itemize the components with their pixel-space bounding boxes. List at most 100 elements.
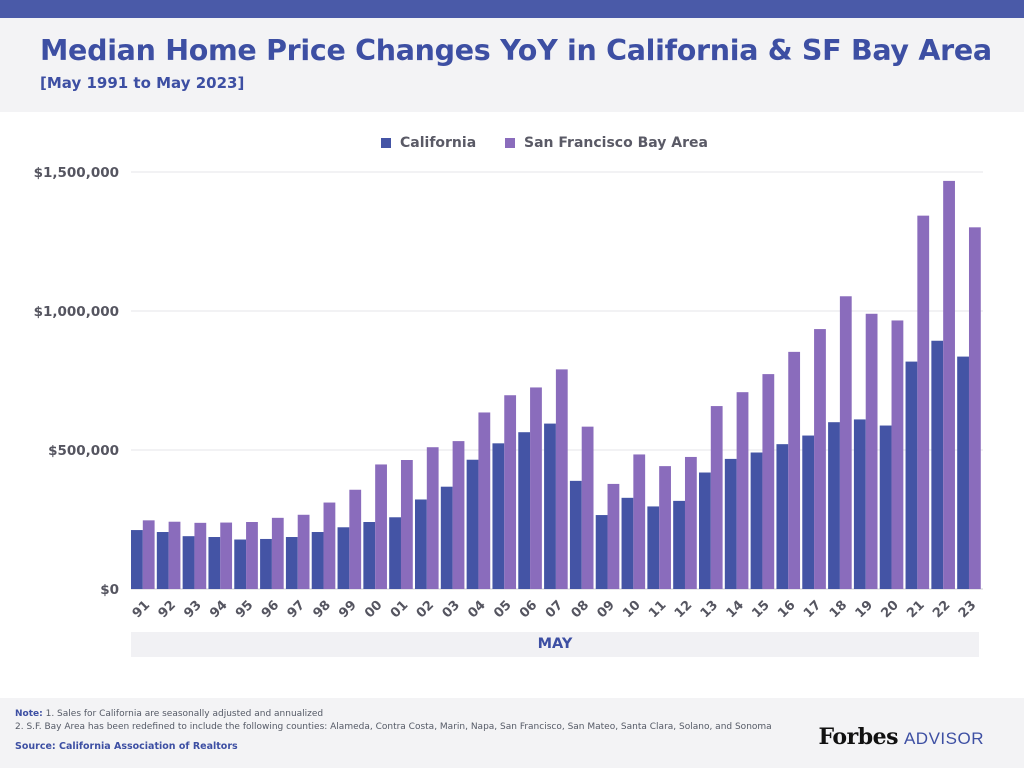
- note-2: 2. S.F. Bay Area has been redefined to i…: [15, 722, 772, 732]
- x-tick-label: 08: [569, 598, 592, 621]
- x-tick-label: 91: [130, 598, 153, 621]
- bar-california: [647, 506, 660, 589]
- x-tick-label: 06: [517, 598, 540, 621]
- brand-logo: Forbes ADVISOR: [819, 724, 984, 750]
- bar-bay-area: [968, 227, 981, 589]
- legend-label-bay-area: San Francisco Bay Area: [524, 135, 708, 151]
- brand-name: Forbes: [818, 724, 899, 750]
- note-label: Note:: [15, 709, 43, 719]
- x-tick-label: 15: [749, 598, 772, 621]
- chart-subtitle: [May 1991 to May 2023]: [40, 74, 245, 92]
- bar-bay-area: [736, 392, 749, 589]
- bar-california: [776, 444, 789, 589]
- bar-california: [595, 515, 608, 589]
- x-tick-label: 07: [543, 598, 566, 621]
- x-tick-label: 09: [594, 598, 617, 621]
- bar-bay-area: [375, 464, 387, 589]
- x-tick-label: 16: [775, 598, 798, 621]
- bar-bay-area: [891, 320, 904, 589]
- x-tick-label: 97: [285, 598, 308, 621]
- bar-bay-area: [555, 369, 568, 589]
- bar-bay-area: [246, 522, 258, 589]
- bar-california: [208, 537, 221, 589]
- bar-bay-area: [814, 329, 826, 589]
- bar-bay-area: [917, 215, 930, 589]
- bar-california: [466, 459, 479, 589]
- bar-bay-area: [297, 514, 310, 589]
- x-tick-label: 99: [336, 598, 359, 621]
- top-accent-bar: [0, 0, 1024, 18]
- bar-california: [131, 530, 143, 589]
- bar-california: [260, 538, 272, 589]
- chart-title: Median Home Price Changes YoY in Califor…: [40, 34, 992, 67]
- bar-bay-area: [581, 426, 594, 589]
- bar-california: [905, 361, 918, 589]
- x-tick-label: 95: [233, 598, 256, 621]
- legend-label-california: California: [400, 135, 477, 151]
- legend-item-bay-area: San Francisco Bay Area: [505, 135, 708, 151]
- bar-bay-area: [710, 406, 723, 589]
- bar-california: [285, 537, 298, 589]
- bar-california: [879, 425, 892, 589]
- bar-california: [182, 536, 195, 589]
- y-tick-label: $0: [100, 582, 119, 598]
- bar-bay-area: [684, 456, 697, 589]
- bar-california: [802, 435, 815, 589]
- bar-california: [363, 522, 376, 589]
- bar-california: [492, 443, 505, 589]
- bar-bay-area: [323, 502, 336, 589]
- x-tick-label: 21: [904, 598, 927, 621]
- footnote: Note: 1. Sales for California are season…: [15, 708, 772, 734]
- bar-california: [389, 517, 401, 589]
- bar-bay-area: [271, 517, 284, 589]
- bar-bay-area: [607, 483, 620, 589]
- bar-bay-area: [142, 520, 155, 589]
- x-tick-label: 96: [259, 598, 282, 621]
- bar-california: [957, 356, 969, 589]
- x-tick-label: 04: [465, 598, 488, 621]
- brand-sub: ADVISOR: [903, 729, 984, 748]
- bar-bay-area: [530, 387, 542, 589]
- x-tick-label: 12: [672, 598, 695, 621]
- x-tick-label: 22: [930, 598, 953, 621]
- x-tick-label: 05: [491, 598, 514, 621]
- note-1: 1. Sales for California are seasonally a…: [45, 709, 324, 719]
- bar-bay-area: [426, 447, 439, 589]
- bar-bay-area: [633, 454, 646, 589]
- bar-california: [337, 527, 350, 589]
- bar-california: [853, 419, 866, 589]
- bar-california: [311, 532, 324, 589]
- x-tick-label: 17: [801, 598, 824, 621]
- bar-bay-area: [943, 180, 955, 589]
- bar-bay-area: [504, 395, 517, 589]
- bar-california: [156, 532, 169, 589]
- bar-bay-area: [478, 412, 491, 589]
- legend-swatch-bay-area: [505, 138, 515, 148]
- bar-california: [828, 422, 840, 589]
- bar-california: [699, 472, 711, 589]
- bar-california: [234, 539, 247, 589]
- x-tick-label: 14: [724, 598, 747, 621]
- bar-bay-area: [788, 351, 801, 589]
- x-axis-label: MAY: [537, 636, 573, 652]
- bar-bay-area: [865, 313, 878, 589]
- bar-bay-area: [168, 521, 181, 589]
- footer: Note: 1. Sales for California are season…: [0, 698, 1024, 768]
- header-panel: [0, 18, 1024, 112]
- bar-california: [621, 497, 634, 589]
- legend: California San Francisco Bay Area: [0, 135, 1024, 155]
- source-text: Source: California Association of Realto…: [15, 741, 238, 752]
- x-tick-label: 02: [414, 598, 437, 621]
- bar-california: [931, 340, 944, 589]
- bar-bay-area: [349, 489, 362, 589]
- bar-bay-area: [194, 522, 207, 589]
- bar-california: [569, 480, 582, 589]
- bar-bay-area: [839, 296, 852, 589]
- y-tick-label: $500,000: [48, 443, 119, 459]
- x-tick-label: 19: [853, 598, 876, 621]
- x-tick-label: 92: [156, 598, 179, 621]
- bar-california: [544, 423, 556, 589]
- bar-bay-area: [452, 441, 465, 589]
- x-tick-label: 03: [440, 598, 463, 621]
- x-tick-label: 18: [827, 598, 850, 621]
